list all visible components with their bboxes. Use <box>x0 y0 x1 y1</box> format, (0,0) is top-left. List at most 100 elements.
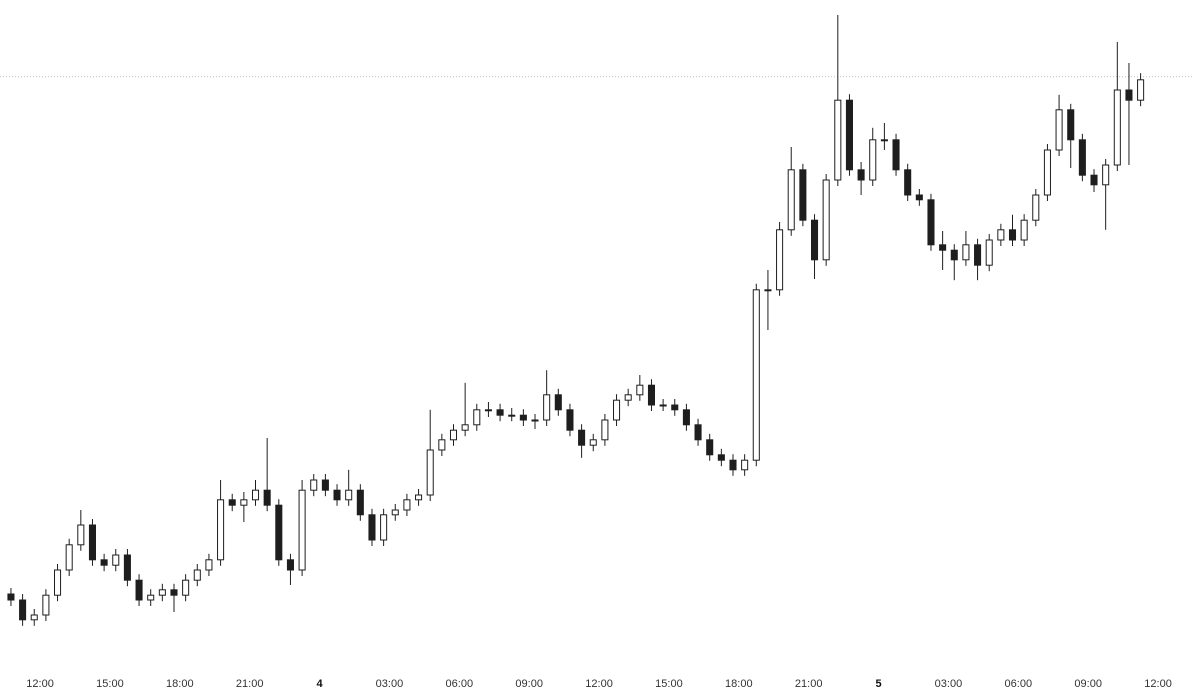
candle-body <box>100 559 108 566</box>
candle-body <box>962 244 970 261</box>
candle-body <box>613 399 621 421</box>
x-tick-label: 4 <box>317 678 324 690</box>
candle-body <box>543 394 551 421</box>
candle-body <box>566 409 574 431</box>
candle-body <box>205 559 213 571</box>
candle-body <box>147 594 155 601</box>
candle-body <box>822 179 830 261</box>
candle-body <box>461 424 469 431</box>
x-tick-label: 03:00 <box>935 678 963 690</box>
candle-body <box>659 404 667 407</box>
candle-body <box>729 459 737 471</box>
candle-body <box>275 504 283 561</box>
candle-body <box>321 479 329 491</box>
candle-body <box>217 499 225 561</box>
x-tick-label: 21:00 <box>795 678 823 690</box>
candle-body <box>799 169 807 221</box>
candle-body <box>403 499 411 511</box>
candle-body <box>345 489 353 501</box>
candle-body <box>892 139 900 171</box>
candle-body <box>752 289 760 461</box>
candle-body <box>939 244 947 251</box>
x-tick-label: 03:00 <box>376 678 404 690</box>
x-tick-label: 21:00 <box>236 678 264 690</box>
x-tick-label: 09:00 <box>1074 678 1102 690</box>
candle-body <box>880 139 888 142</box>
candle-body <box>624 394 632 401</box>
candle-body <box>706 439 714 456</box>
candle-body <box>927 199 935 246</box>
candle-body <box>368 514 376 541</box>
candle-body <box>834 99 842 181</box>
candle-body <box>915 194 923 201</box>
x-tick-label: 12:00 <box>1144 678 1172 690</box>
candle-body <box>77 524 85 546</box>
candle-body <box>263 489 271 506</box>
candle-body <box>251 489 260 501</box>
candle-body <box>182 579 190 596</box>
candle-body <box>531 419 539 422</box>
candle-body <box>1078 139 1086 176</box>
candle-body <box>601 419 609 441</box>
candle-body <box>1090 174 1098 186</box>
candle-body <box>438 439 446 451</box>
candle-body <box>286 559 294 571</box>
x-tick-label: 5 <box>876 678 882 690</box>
candle-body <box>158 589 166 596</box>
x-tick-label: 18:00 <box>166 678 194 690</box>
candle-body <box>356 489 364 516</box>
candle-body <box>333 489 341 501</box>
candle-body <box>135 579 143 601</box>
candle-body <box>950 249 958 261</box>
candle-body <box>776 229 784 291</box>
candle-body <box>1032 194 1040 221</box>
candle-body <box>589 439 597 446</box>
candle-body <box>764 289 772 292</box>
x-tick-label: 06:00 <box>446 678 474 690</box>
x-tick-label: 18:00 <box>725 678 753 690</box>
candle-body <box>1125 89 1133 101</box>
candle-body <box>42 594 50 616</box>
candle-body <box>717 454 725 461</box>
candle-body <box>578 429 586 446</box>
x-tick-label: 15:00 <box>655 678 683 690</box>
candle-body <box>810 219 819 261</box>
candle-body <box>1067 109 1075 141</box>
candle-body <box>1113 89 1121 166</box>
x-tick-label: 06:00 <box>1005 678 1033 690</box>
candle-body <box>1043 149 1051 196</box>
candle-body <box>1055 109 1063 151</box>
candle-body <box>496 409 504 416</box>
candle-body <box>985 239 993 266</box>
candle-body <box>112 554 120 566</box>
candle-body <box>7 593 15 601</box>
candle-body <box>869 139 877 181</box>
candle-body <box>554 394 562 411</box>
candle-body <box>426 449 434 496</box>
candle-body <box>240 499 248 506</box>
candle-body <box>380 514 388 541</box>
candle-body <box>904 169 912 196</box>
candle-body <box>694 424 702 441</box>
candle-body <box>54 569 62 596</box>
candle-body <box>193 569 201 581</box>
candle-body <box>741 459 749 471</box>
x-tick-label: 12:00 <box>26 678 54 690</box>
candle-body <box>1137 79 1145 101</box>
candle-body <box>391 509 399 516</box>
candle-body <box>228 499 236 506</box>
candle-body <box>310 479 318 491</box>
candle-body <box>449 429 458 441</box>
candle-body <box>1008 229 1017 241</box>
candle-body <box>484 409 492 412</box>
candle-body <box>682 409 690 426</box>
candle-body <box>636 384 644 396</box>
candle-body <box>19 599 27 621</box>
candle-body <box>857 169 865 181</box>
candle-body <box>298 489 306 571</box>
candle-body <box>974 244 982 266</box>
candle-body <box>647 384 656 406</box>
candle-body <box>1102 164 1110 186</box>
x-tick-label: 15:00 <box>96 678 124 690</box>
